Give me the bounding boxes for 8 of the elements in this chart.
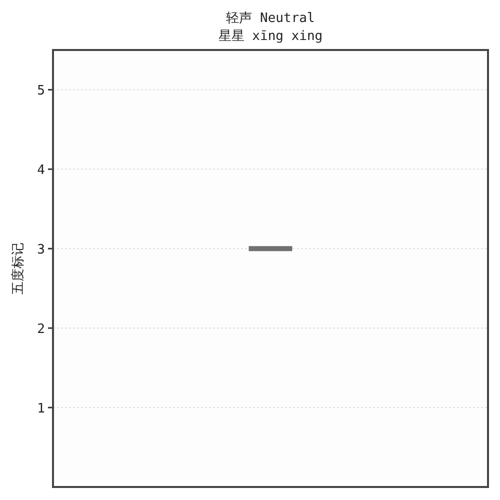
y-axis-title: 五度标记 [10,242,26,294]
y-tick-label: 1 [37,402,45,417]
y-tick-label: 2 [37,322,45,338]
y-tick-label: 3 [37,242,45,258]
chart-title: 轻声 Neutral [226,11,315,26]
chart-subtitle: 星星 xīng xing [218,29,323,44]
y-tick-label: 5 [37,84,45,99]
y-tick-label: 4 [37,163,46,178]
